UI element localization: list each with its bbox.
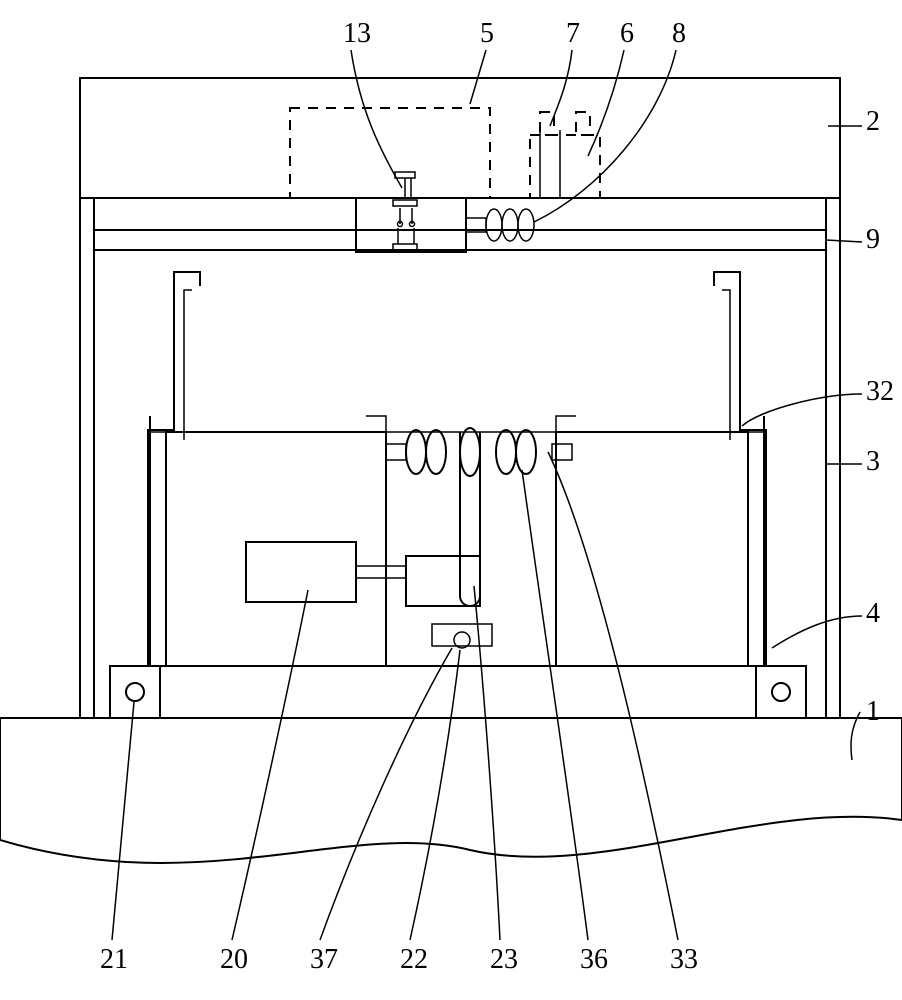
part-label-1: 1 — [866, 696, 880, 727]
leader-23 — [474, 586, 500, 940]
leader-22 — [410, 650, 460, 940]
part-label-37: 37 — [310, 944, 338, 975]
part-label-20: 20 — [220, 944, 248, 975]
part-label-22: 22 — [400, 944, 428, 975]
part-label-3: 3 — [866, 446, 880, 477]
leader-20 — [232, 590, 308, 940]
part-label-5: 5 — [480, 18, 494, 49]
part-label-21: 21 — [100, 944, 128, 975]
leader-4 — [772, 616, 862, 648]
part-label-13: 13 — [343, 18, 371, 49]
part-label-2: 2 — [866, 106, 880, 137]
leader-6 — [588, 50, 624, 156]
leader-9 — [826, 240, 862, 242]
part-label-6: 6 — [620, 18, 634, 49]
leader-33 — [548, 452, 678, 940]
part-label-33: 33 — [670, 944, 698, 975]
part-label-9: 9 — [866, 224, 880, 255]
technical-diagram: 13 5 7 6 8 2 9 32 3 4 1 21 20 37 22 23 36 33 — [0, 0, 902, 1000]
part-label-32: 32 — [866, 376, 894, 407]
leader-1 — [851, 712, 860, 760]
leader-13 — [351, 50, 402, 188]
leader-37 — [320, 648, 452, 940]
leader-7 — [550, 50, 572, 126]
part-label-4: 4 — [866, 598, 880, 629]
part-label-7: 7 — [566, 18, 580, 49]
leader-32 — [742, 394, 862, 426]
part-label-23: 23 — [490, 944, 518, 975]
part-label-8: 8 — [672, 18, 686, 49]
leader-21 — [112, 702, 134, 940]
part-label-36: 36 — [580, 944, 608, 975]
